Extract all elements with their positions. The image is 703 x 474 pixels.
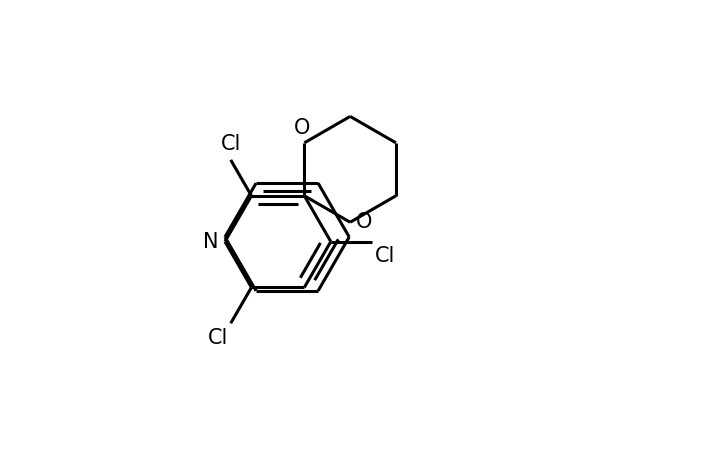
- Text: Cl: Cl: [221, 135, 241, 155]
- Text: N: N: [203, 232, 219, 252]
- Text: Cl: Cl: [208, 328, 228, 348]
- Text: Cl: Cl: [375, 246, 395, 266]
- Text: O: O: [356, 212, 372, 232]
- Text: O: O: [294, 118, 310, 138]
